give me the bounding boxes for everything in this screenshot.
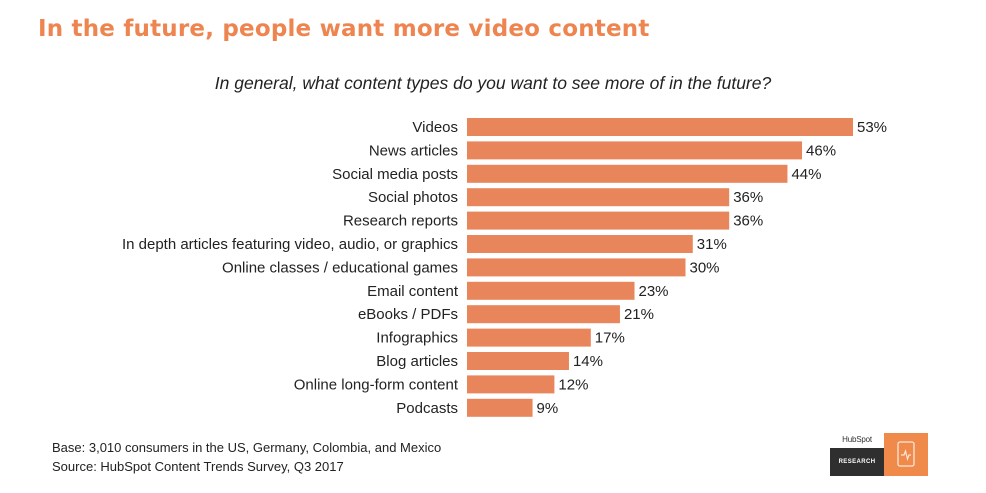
category-label: Podcasts <box>396 400 458 417</box>
value-label: 53% <box>857 119 887 136</box>
bar <box>467 258 686 277</box>
bar-chart: Videos 53% News articles 46% Social media po… <box>122 118 887 417</box>
bar <box>467 235 693 253</box>
chart-title: In the future, people want more video co… <box>38 16 650 42</box>
footnote-source: Source: HubSpot Content Trends Survey, Q… <box>52 459 344 474</box>
bar <box>467 164 788 183</box>
hubspot-research-logo: HubSpot RESEARCH <box>830 433 884 476</box>
report-icon <box>884 433 928 476</box>
bar <box>467 375 555 394</box>
bar <box>467 352 569 370</box>
value-label: 14% <box>573 353 603 370</box>
bar <box>467 398 533 417</box>
value-label: 12% <box>558 376 588 393</box>
value-label: 46% <box>806 142 836 159</box>
category-label: Social photos <box>368 189 458 206</box>
value-label: 17% <box>595 330 625 347</box>
chart-subtitle: In general, what content types do you wa… <box>214 73 772 93</box>
logo-brand: HubSpot <box>842 435 872 444</box>
bar <box>467 328 591 347</box>
category-label: News articles <box>369 142 458 159</box>
value-label: 23% <box>639 283 669 300</box>
category-label: In depth articles featuring video, audio… <box>122 236 458 253</box>
category-label: Online classes / educational games <box>222 259 458 276</box>
bar <box>467 211 730 230</box>
category-label: Research reports <box>343 213 458 230</box>
category-label: Blog articles <box>376 353 458 370</box>
value-label: 44% <box>791 166 821 183</box>
value-label: 36% <box>733 189 763 206</box>
category-label: Email content <box>367 283 459 300</box>
category-label: eBooks / PDFs <box>358 306 458 323</box>
logo-label: RESEARCH <box>830 448 884 476</box>
bar <box>467 141 803 160</box>
value-label: 30% <box>689 259 719 276</box>
value-label: 9% <box>537 400 559 417</box>
value-label: 21% <box>624 306 654 323</box>
bar <box>467 305 620 324</box>
value-label: 31% <box>697 236 727 253</box>
category-label: Videos <box>412 119 458 136</box>
category-label: Social media posts <box>332 166 458 183</box>
value-label: 36% <box>733 213 763 230</box>
bar <box>467 281 635 300</box>
footnote-base: Base: 3,010 consumers in the US, Germany… <box>52 440 442 455</box>
bar <box>467 118 853 136</box>
bar <box>467 188 730 207</box>
category-label: Infographics <box>376 330 458 347</box>
category-label: Online long-form content <box>294 376 459 393</box>
